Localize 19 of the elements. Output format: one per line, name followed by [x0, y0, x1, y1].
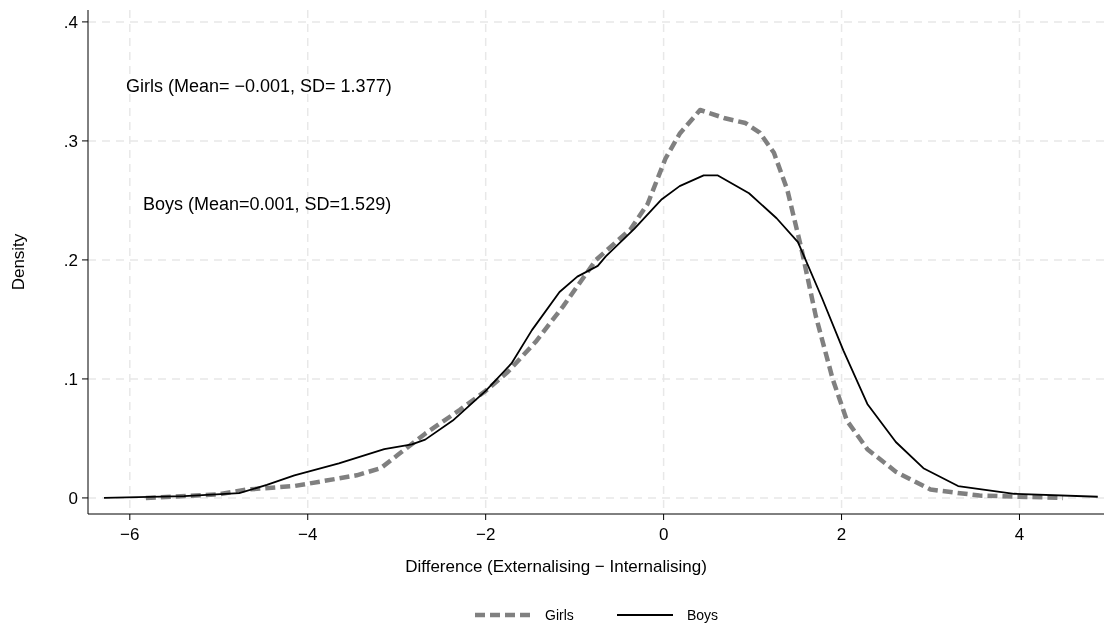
- y-axis-title: Density: [9, 233, 28, 291]
- y-tick-label: .4: [63, 12, 78, 32]
- annotation: Girls (Mean= −0.001, SD= 1.377): [126, 76, 392, 96]
- y-tick-label: .3: [63, 131, 78, 151]
- legend-label: Girls: [545, 607, 574, 623]
- y-tick-label: .1: [63, 369, 78, 389]
- x-tick-label: 4: [1014, 525, 1025, 544]
- y-tick-label: 0: [68, 488, 78, 508]
- x-tick-label: 2: [836, 525, 847, 544]
- x-tick-label: 0: [658, 525, 669, 544]
- annotation: Boys (Mean=0.001, SD=1.529): [143, 194, 392, 214]
- legend-label: Boys: [687, 607, 719, 623]
- line-series: [143, 107, 1066, 501]
- y-tick-label: .2: [63, 250, 78, 270]
- x-tick-label: −4: [298, 525, 318, 544]
- x-tick-label: −2: [475, 525, 496, 544]
- line-series: [103, 174, 1099, 499]
- x-axis-title: Difference (Externalising − Internalising): [405, 557, 707, 576]
- x-tick-label: −6: [120, 525, 140, 544]
